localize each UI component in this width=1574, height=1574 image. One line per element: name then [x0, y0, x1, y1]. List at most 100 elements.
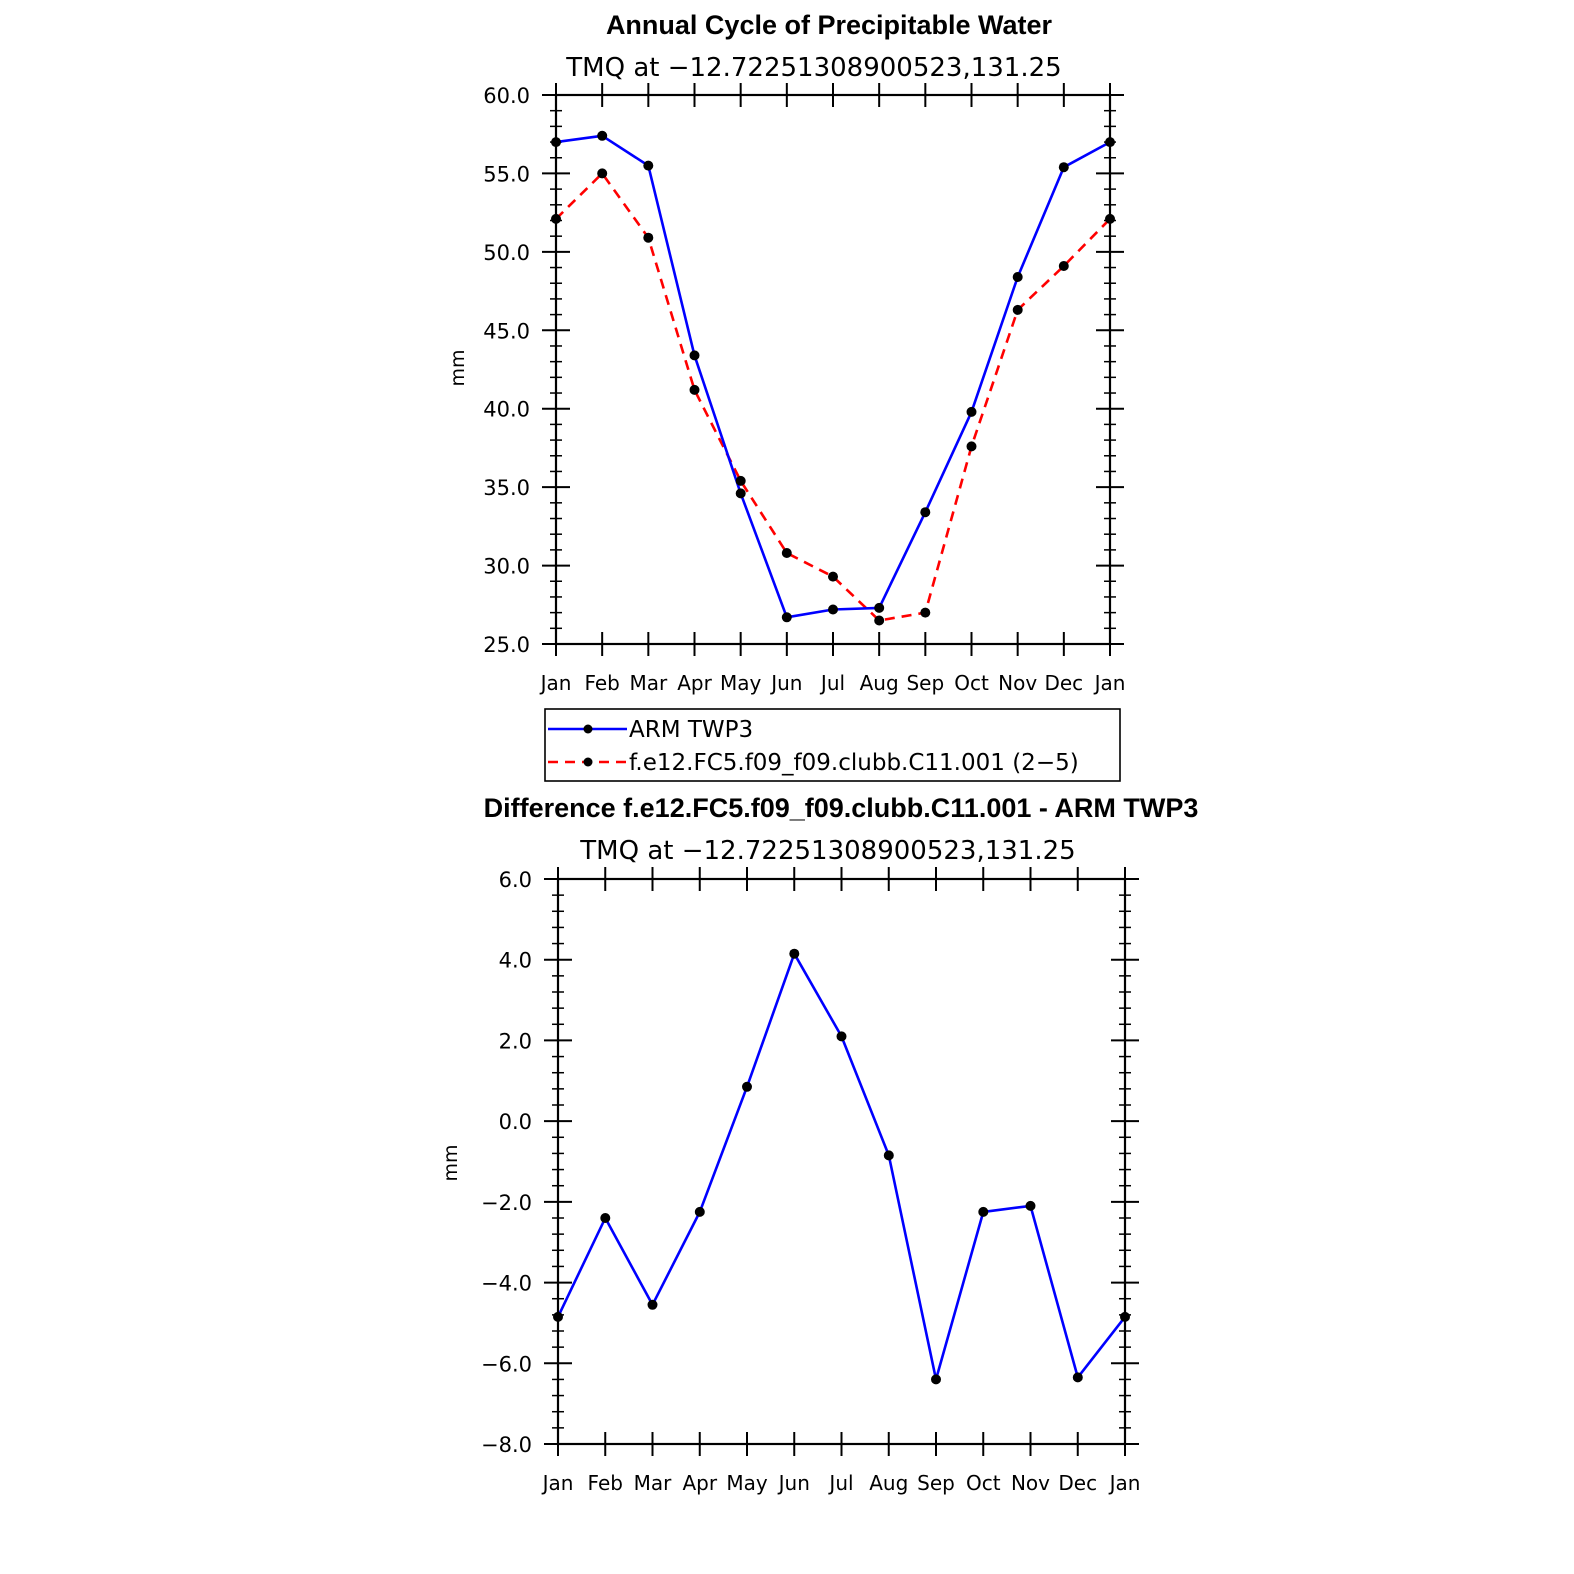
top-y-tick-label: 55.0: [483, 162, 530, 186]
top-y-tick-label: 25.0: [483, 633, 530, 657]
top-chart-subtitle: TMQ at −12.72251308900523,131.25: [565, 53, 1061, 83]
bottom-data-point-series-0: [742, 1081, 752, 1092]
top-y-axis-label: mm: [447, 349, 469, 386]
bottom-data-point-series-0: [789, 948, 800, 959]
top-data-point-arm-twp3: [920, 507, 931, 518]
annual-cycle-panel: Annual Cycle of Precipitable Water TMQ a…: [447, 10, 1125, 782]
top-data-point-f-e12-fc5-f09-f09-clubb-c11-001-2-5: [735, 475, 746, 486]
top-data-point-f-e12-fc5-f09-f09-clubb-c11-001-2-5: [966, 441, 977, 452]
bottom-y-tick-label: −6.0: [481, 1352, 532, 1376]
bottom-data-point-series-0: [1072, 1372, 1083, 1383]
bottom-data-point-series-0: [1025, 1200, 1036, 1211]
top-series-line-arm-twp3: [555, 134, 1111, 619]
bottom-x-tick-label: Jul: [827, 1471, 853, 1495]
top-x-tick-label: Mar: [629, 671, 668, 695]
bottom-x-tick-label: Sep: [917, 1471, 955, 1495]
top-data-point-arm-twp3: [874, 602, 885, 613]
legend-label-model: f.e12.FC5.f09_f09.clubb.C11.001 (2−5): [629, 750, 1079, 776]
top-plot-frame: [554, 93, 1112, 646]
bottom-series-group: [553, 948, 1130, 1385]
top-data-point-arm-twp3: [781, 612, 792, 623]
top-x-tick-label: Nov: [998, 671, 1037, 695]
bottom-data-point-series-0: [883, 1150, 894, 1161]
top-x-tick-label: Oct: [954, 671, 989, 695]
legend-label-arm-twp3: ARM TWP3: [629, 717, 753, 743]
bottom-y-tick-label: 0.0: [499, 1110, 532, 1134]
bottom-data-point-series-0: [836, 1031, 847, 1042]
bottom-y-tick-label: 4.0: [499, 949, 532, 973]
bottom-y-tick-label: −4.0: [481, 1272, 532, 1296]
bottom-x-tick-label: Feb: [588, 1471, 623, 1495]
top-x-tick-label: Aug: [860, 671, 899, 695]
top-series-line-f-e12-fc5-f09-f09-clubb-c11-001-2-5: [555, 172, 1111, 622]
bottom-data-point-series-0: [600, 1213, 611, 1223]
top-data-point-arm-twp3: [1105, 137, 1115, 148]
bottom-plot-frame: [556, 877, 1127, 1446]
bottom-x-tick-label: Apr: [682, 1471, 717, 1495]
bottom-x-tick-label: Mar: [634, 1471, 673, 1495]
top-data-point-f-e12-fc5-f09-f09-clubb-c11-001-2-5: [551, 213, 561, 224]
top-data-point-arm-twp3: [735, 488, 746, 499]
legend: ARM TWP3 f.e12.FC5.f09_f09.clubb.C11.001…: [544, 708, 1121, 782]
bottom-y-tick-label: −8.0: [481, 1433, 532, 1457]
bottom-data-point-series-0: [553, 1311, 563, 1322]
top-y-tick-label: 60.0: [483, 84, 530, 108]
bottom-series-line-series-0: [556, 952, 1127, 1381]
bottom-chart-title: Difference f.e12.FC5.f09_f09.clubb.C11.0…: [484, 793, 1199, 823]
top-data-point-arm-twp3: [551, 137, 561, 148]
top-data-point-arm-twp3: [966, 406, 977, 417]
bottom-x-tick-label: Dec: [1058, 1471, 1097, 1495]
top-data-point-f-e12-fc5-f09-f09-clubb-c11-001-2-5: [1012, 304, 1023, 315]
bottom-x-tick-label: Jan: [1108, 1471, 1141, 1495]
top-x-tick-label: Jun: [769, 671, 802, 695]
bottom-chart-subtitle: TMQ at −12.72251308900523,131.25: [579, 836, 1075, 866]
bottom-x-tick-label: Jan: [541, 1471, 574, 1495]
top-x-tick-label: Apr: [677, 671, 712, 695]
top-series-group: [551, 130, 1115, 626]
top-y-tick-label: 50.0: [483, 241, 530, 265]
difference-panel: Difference f.e12.FC5.f09_f09.clubb.C11.0…: [440, 793, 1198, 1495]
bottom-data-point-series-0: [647, 1299, 658, 1310]
top-data-point-f-e12-fc5-f09-f09-clubb-c11-001-2-5: [828, 571, 838, 582]
top-chart-title: Annual Cycle of Precipitable Water: [606, 10, 1053, 40]
top-data-point-f-e12-fc5-f09-f09-clubb-c11-001-2-5: [874, 615, 885, 626]
top-y-tick-label: 30.0: [483, 555, 530, 579]
legend-marker-model: [583, 757, 593, 767]
top-x-tick-label: Sep: [906, 671, 944, 695]
bottom-x-tick-label: Aug: [869, 1471, 908, 1495]
top-data-point-f-e12-fc5-f09-f09-clubb-c11-001-2-5: [1058, 261, 1069, 271]
top-data-point-f-e12-fc5-f09-f09-clubb-c11-001-2-5: [689, 384, 700, 395]
top-y-tick-label: 35.0: [483, 476, 530, 500]
bottom-data-point-series-0: [978, 1206, 989, 1217]
top-x-tick-label: Jan: [1093, 671, 1126, 695]
top-data-point-f-e12-fc5-f09-f09-clubb-c11-001-2-5: [920, 607, 931, 618]
top-x-tick-label: May: [720, 671, 762, 695]
top-y-tick-label: 40.0: [483, 398, 530, 422]
top-data-point-arm-twp3: [1012, 272, 1023, 282]
bottom-x-tick-label: Oct: [966, 1471, 1001, 1495]
bottom-y-tick-label: 6.0: [499, 868, 532, 892]
top-data-point-arm-twp3: [643, 160, 654, 171]
bottom-data-point-series-0: [1120, 1311, 1130, 1322]
top-y-tick-label: 45.0: [483, 319, 530, 343]
bottom-x-tick-label: May: [726, 1471, 768, 1495]
bottom-data-point-series-0: [694, 1206, 705, 1217]
bottom-y-tick-label: 2.0: [499, 1029, 532, 1053]
top-data-point-f-e12-fc5-f09-f09-clubb-c11-001-2-5: [781, 548, 792, 558]
top-data-point-f-e12-fc5-f09-f09-clubb-c11-001-2-5: [1105, 213, 1115, 224]
bottom-x-tick-label: Nov: [1011, 1471, 1050, 1495]
top-x-tick-label: Jan: [539, 671, 572, 695]
top-data-point-arm-twp3: [828, 604, 838, 615]
top-data-point-f-e12-fc5-f09-f09-clubb-c11-001-2-5: [643, 232, 654, 243]
top-x-tick-label: Feb: [584, 671, 619, 695]
top-data-point-arm-twp3: [1058, 162, 1069, 173]
legend-box: [544, 708, 1121, 782]
top-x-tick-label: Dec: [1044, 671, 1083, 695]
bottom-axis-ticks: −8.0 −6.0 −4.0 −2.0 0.0 2.0 4.0 6.0 Jan Feb Mar Apr…: [481, 867, 1140, 1495]
top-axis-ticks: 25.0 30.0 35.0 40.0 45.0 50.0 55.0 60.0 Jan Feb Ma…: [483, 83, 1125, 695]
bottom-y-axis-label: mm: [440, 1144, 462, 1181]
top-data-point-f-e12-fc5-f09-f09-clubb-c11-001-2-5: [597, 168, 608, 179]
legend-marker-arm-twp3: [583, 724, 593, 734]
bottom-data-point-series-0: [931, 1374, 941, 1385]
